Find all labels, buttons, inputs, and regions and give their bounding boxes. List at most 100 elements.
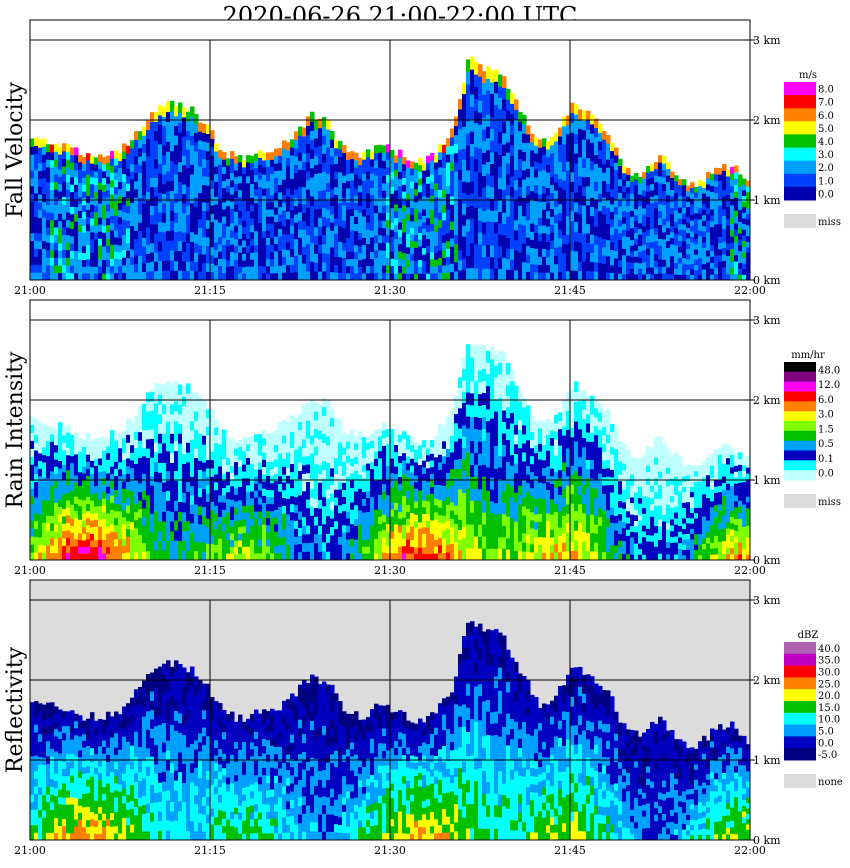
legend-swatch (784, 470, 816, 481)
y-tick-label: 3 km (753, 594, 781, 607)
legend-swatch (784, 108, 816, 122)
legend-level-label: 0.5 (818, 439, 834, 450)
x-tick-label: 21:15 (194, 564, 226, 577)
legend-swatch (784, 381, 816, 392)
legend-swatch (784, 712, 816, 726)
y-tick-label: 0 km (753, 554, 781, 567)
heatmap (30, 56, 750, 280)
legend-level-label: 5.0 (818, 727, 834, 738)
legend-unit: dBZ (798, 630, 819, 641)
y-tick-label: 1 km (753, 194, 781, 207)
x-tick-label: 21:45 (554, 844, 586, 857)
legend-swatch (784, 677, 816, 690)
heatmap (30, 621, 750, 840)
legend-level-label: 5.0 (818, 124, 834, 135)
legend-swatch (784, 460, 816, 471)
legend-swatch (784, 391, 816, 402)
legend-swatch (784, 421, 816, 432)
legend-swatch (784, 724, 816, 737)
y-tick-label: 2 km (753, 674, 781, 687)
legend-level-label: 6.0 (818, 111, 834, 122)
legend-level-label: 35.0 (818, 656, 840, 667)
legend-swatch (784, 748, 816, 761)
legend: mm/hr 48.0 12.0 6.0 3.0 1.5 0.5 0.1 0.0 miss (784, 350, 841, 508)
legend: dBZ 40.035.030.025.020.015.010.05.00.0-5.… (784, 630, 843, 788)
panel-rain-intensity: 0 km 1 km 2 km 3 km 21:00 21:15 21:30 21:45 22:0… (3, 299, 841, 577)
legend-swatch (784, 642, 816, 655)
legend-level-label: 10.0 (818, 715, 840, 726)
legend-unit: mm/hr (791, 350, 825, 361)
legend-missing-swatch (784, 774, 816, 788)
legend-level-label: 12.0 (818, 380, 840, 391)
legend-missing-swatch (784, 214, 816, 228)
y-tick-label: 2 km (753, 394, 781, 407)
legend-level-label: 3.0 (818, 150, 834, 161)
x-tick-label: 21:45 (554, 564, 586, 577)
panel-ylabel: Reflectivity (3, 646, 28, 773)
legend-level-label: 48.0 (818, 365, 840, 376)
legend-swatch (784, 665, 816, 678)
legend-level-label: 40.0 (818, 644, 840, 655)
legend: m/s8.0 7.0 6.0 5.0 4.0 3.0 2.0 1.0 0.0 miss (784, 70, 841, 228)
x-tick-label: 22:00 (734, 564, 766, 577)
legend-missing-label: none (818, 777, 843, 788)
legend-missing-label: miss (818, 217, 841, 228)
x-tick-label: 21:00 (14, 844, 46, 857)
legend-swatch (784, 736, 816, 749)
legend-level-label: 0.0 (818, 189, 834, 200)
y-tick-label: 1 km (753, 754, 781, 767)
legend-swatch (784, 160, 816, 175)
legend-swatch (784, 450, 816, 461)
plot-frame (29, 299, 751, 561)
x-tick-label: 21:30 (374, 844, 406, 857)
panel-reflectivity: 0 km 1 km 2 km 3 km 21:00 21:15 21:30 21:45 22:0… (3, 579, 843, 857)
legend-level-label: 30.0 (818, 668, 840, 679)
y-tick-label: 2 km (753, 114, 781, 127)
x-tick-label: 21:00 (14, 284, 46, 297)
legend-missing-label: miss (818, 497, 841, 508)
plot-frame (29, 19, 751, 281)
legend-swatch (784, 82, 816, 96)
legend-swatch (784, 653, 816, 667)
legend-level-label: 4.0 (818, 137, 834, 148)
y-tick-label: 1 km (753, 474, 781, 487)
legend-level-label: 20.0 (818, 691, 840, 702)
legend-level-label: 15.0 (818, 703, 840, 714)
plot-frame (29, 579, 751, 841)
legend-swatch (784, 147, 816, 162)
legend-swatch (784, 701, 816, 714)
panel-ylabel: Rain Intensity (3, 351, 28, 508)
legend-level-label: 0.0 (818, 469, 834, 480)
x-tick-label: 21:15 (194, 844, 226, 857)
legend-unit: m/s (799, 70, 817, 81)
legend-swatch (784, 173, 816, 188)
legend-swatch (784, 689, 816, 702)
y-tick-label: 0 km (753, 274, 781, 287)
legend-swatch (784, 440, 816, 451)
legend-level-label: 1.5 (818, 424, 834, 435)
panel-fall-velocity: 0 km 1 km 2 km 3 km 21:00 21:15 21:30 21:45 22:0… (3, 19, 841, 297)
legend-swatch (784, 401, 816, 412)
legend-level-label: 0.1 (818, 454, 834, 465)
y-tick-label: 0 km (753, 834, 781, 847)
legend-swatch (784, 430, 816, 442)
legend-missing-swatch (784, 494, 816, 508)
x-tick-label: 21:15 (194, 284, 226, 297)
legend-swatch (784, 95, 816, 109)
legend-level-label: 7.0 (818, 98, 834, 109)
legend-level-label: 8.0 (818, 85, 834, 96)
legend-level-label: 2.0 (818, 163, 834, 174)
x-tick-label: 22:00 (734, 844, 766, 857)
x-tick-label: 21:45 (554, 284, 586, 297)
x-tick-label: 21:00 (14, 564, 46, 577)
legend-swatch (784, 371, 816, 383)
panel-ylabel: Fall Velocity (3, 82, 28, 218)
legend-swatch (784, 186, 816, 201)
y-tick-label: 3 km (753, 34, 781, 47)
legend-swatch (784, 121, 816, 135)
legend-level-label: 1.0 (818, 176, 834, 187)
x-tick-label: 22:00 (734, 284, 766, 297)
legend-swatch (784, 362, 816, 373)
legend-level-label: 25.0 (818, 679, 840, 690)
